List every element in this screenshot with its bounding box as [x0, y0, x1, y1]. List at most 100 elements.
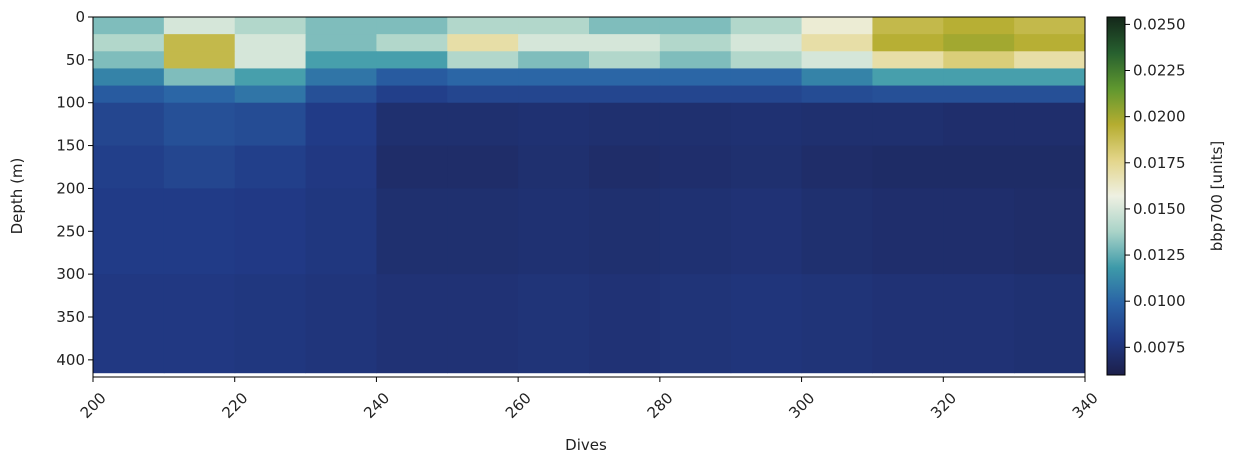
- x-axis-label: Dives: [565, 436, 607, 454]
- y-tick-label: 400: [56, 351, 85, 369]
- y-tick-label: 100: [56, 94, 85, 112]
- heatmap-cell: [93, 85, 165, 104]
- heatmap-cell: [163, 102, 236, 147]
- heatmap-cell: [589, 102, 661, 147]
- heatmap-cell: [305, 274, 377, 374]
- heatmap-cell: [163, 51, 236, 69]
- heatmap-cell: [943, 34, 1015, 52]
- heatmap-cell: [376, 51, 448, 69]
- heatmap-cell: [801, 188, 873, 275]
- heatmap-cell: [447, 17, 519, 35]
- heatmap-cell: [872, 188, 944, 275]
- heatmap-cell: [234, 145, 307, 189]
- heatmap-cell: [730, 68, 803, 87]
- heatmap-cell: [305, 17, 377, 35]
- heatmap-cell: [659, 51, 732, 69]
- heatmap-cell: [872, 85, 944, 104]
- heatmap-cell: [518, 17, 590, 35]
- heatmap-cell: [518, 34, 590, 52]
- y-tick-label: 0: [75, 8, 85, 26]
- heatmap-cell: [376, 17, 448, 35]
- heatmap-cell: [872, 51, 944, 69]
- colorbar-tick-label: 0.0175: [1133, 154, 1186, 172]
- heatmap-cell: [163, 17, 236, 35]
- heatmap-cell: [376, 34, 448, 52]
- y-tick-label: 300: [56, 265, 85, 283]
- heatmap-cell: [872, 17, 944, 35]
- heatmap-cell: [943, 51, 1015, 69]
- heatmap-cell: [376, 68, 448, 87]
- heatmap-cell: [376, 145, 448, 189]
- heatmap-cell: [801, 34, 873, 52]
- colorbar-tick-label: 0.0075: [1133, 338, 1186, 356]
- heatmap-cell: [730, 145, 803, 189]
- heatmap-cell: [518, 85, 590, 104]
- heatmap-cell: [659, 17, 732, 35]
- heatmap-cell: [163, 85, 236, 104]
- heatmap-cell: [1014, 85, 1086, 104]
- heatmap-cell: [305, 85, 377, 104]
- heatmap-cell: [872, 102, 944, 147]
- heatmap-cell: [872, 34, 944, 52]
- heatmap-cell: [943, 102, 1015, 147]
- heatmap-cell: [234, 85, 307, 104]
- heatmap-cell: [1014, 51, 1086, 69]
- heatmap-cell: [659, 274, 732, 374]
- heatmap-cell: [589, 85, 661, 104]
- heatmap-cell: [447, 274, 519, 374]
- colorbar-tick-label: 0.0150: [1133, 200, 1186, 218]
- heatmap-cell: [163, 34, 236, 52]
- heatmap-cell: [447, 102, 519, 147]
- heatmap-cell: [234, 17, 307, 35]
- heatmap-cell: [589, 145, 661, 189]
- heatmap-cell: [730, 102, 803, 147]
- colorbar-tick-label: 0.0225: [1133, 62, 1186, 80]
- x-tick-label: 200: [77, 389, 110, 422]
- heatmap-cell: [518, 274, 590, 374]
- heatmap-cell: [943, 17, 1015, 35]
- heatmap-cell: [589, 188, 661, 275]
- heatmap-cell: [801, 51, 873, 69]
- heatmap-cell: [730, 85, 803, 104]
- heatmap-cell: [801, 17, 873, 35]
- colorbar-tick-label: 0.0125: [1133, 246, 1186, 264]
- colorbar-tick-label: 0.0100: [1133, 292, 1186, 310]
- y-tick-label: 150: [56, 137, 85, 155]
- heatmap-cell: [943, 85, 1015, 104]
- heatmap-cell: [730, 34, 803, 52]
- heatmap-cell: [518, 145, 590, 189]
- x-tick-label: 300: [785, 389, 818, 422]
- x-tick-label: 320: [927, 389, 960, 422]
- heatmap-cell: [730, 51, 803, 69]
- heatmap-cell: [659, 145, 732, 189]
- y-tick-label: 50: [66, 51, 85, 69]
- heatmap-cell: [447, 34, 519, 52]
- heatmap-cell: [1014, 68, 1086, 87]
- heatmap-cell: [376, 274, 448, 374]
- x-tick-label: 280: [644, 389, 677, 422]
- heatmap-cell: [93, 188, 165, 275]
- heatmap-cell: [376, 85, 448, 104]
- heatmap-cell: [305, 68, 377, 87]
- heatmap-cell: [1014, 17, 1086, 35]
- heatmap-cell: [234, 51, 307, 69]
- heatmap-cell: [234, 68, 307, 87]
- heatmap-cell: [163, 274, 236, 374]
- heatmap-cell: [376, 102, 448, 147]
- heatmap-cell: [730, 188, 803, 275]
- heatmap-cell: [943, 188, 1015, 275]
- heatmap-cell: [93, 34, 165, 52]
- colorbar: [1106, 16, 1126, 376]
- heatmap-cell: [1014, 102, 1086, 147]
- colorbar-tick-label: 0.0200: [1133, 108, 1186, 126]
- heatmap-cell: [518, 188, 590, 275]
- heatmap-cell: [305, 51, 377, 69]
- heatmap-cell: [589, 68, 661, 87]
- heatmap-cell: [943, 68, 1015, 87]
- y-axis-label: Depth (m): [8, 158, 26, 235]
- heatmap-cell: [872, 145, 944, 189]
- heatmap-cell: [518, 51, 590, 69]
- heatmap-cell: [234, 34, 307, 52]
- heatmap-cell: [447, 85, 519, 104]
- heatmap-cell: [234, 102, 307, 147]
